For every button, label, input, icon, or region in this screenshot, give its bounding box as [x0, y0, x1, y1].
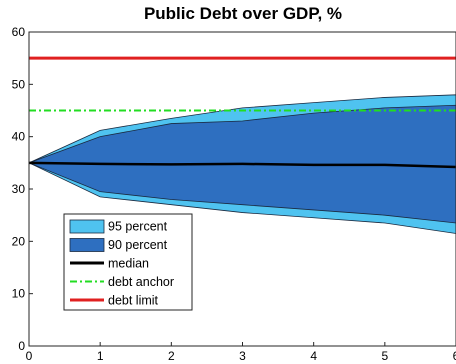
- y-tick-label: 50: [12, 77, 26, 91]
- legend-label: median: [108, 257, 149, 271]
- y-tick-label: 40: [12, 130, 26, 144]
- legend-swatch-90-percent: [69, 238, 105, 252]
- plot-content: [29, 56, 456, 234]
- y-tick-label: 60: [12, 25, 26, 39]
- legend-label: 90 percent: [108, 238, 168, 252]
- x-tick-label: 3: [239, 349, 246, 363]
- x-tick-label: 4: [310, 349, 317, 363]
- chart-title: Public Debt over GDP, %: [143, 4, 343, 23]
- y-tick-label: 20: [12, 234, 26, 248]
- x-tick-label: 5: [381, 349, 388, 363]
- legend-label: 95 percent: [108, 220, 168, 234]
- line-median: [29, 161, 456, 169]
- y-tick-label: 30: [12, 182, 26, 196]
- x-tick-label: 6: [453, 349, 456, 363]
- x-tick-label: 0: [26, 349, 33, 363]
- y-tick-label: 10: [12, 287, 26, 301]
- legend-label: debt limit: [108, 294, 159, 308]
- x-tick-label: 2: [168, 349, 175, 363]
- y-tick-label: 0: [18, 339, 25, 353]
- legend-label: debt anchor: [108, 275, 174, 289]
- legend-swatch-95-percent: [69, 219, 105, 234]
- legend: 95 percent 90 percent median debt anchor deb…: [63, 213, 193, 311]
- x-tick-label: 1: [97, 349, 104, 363]
